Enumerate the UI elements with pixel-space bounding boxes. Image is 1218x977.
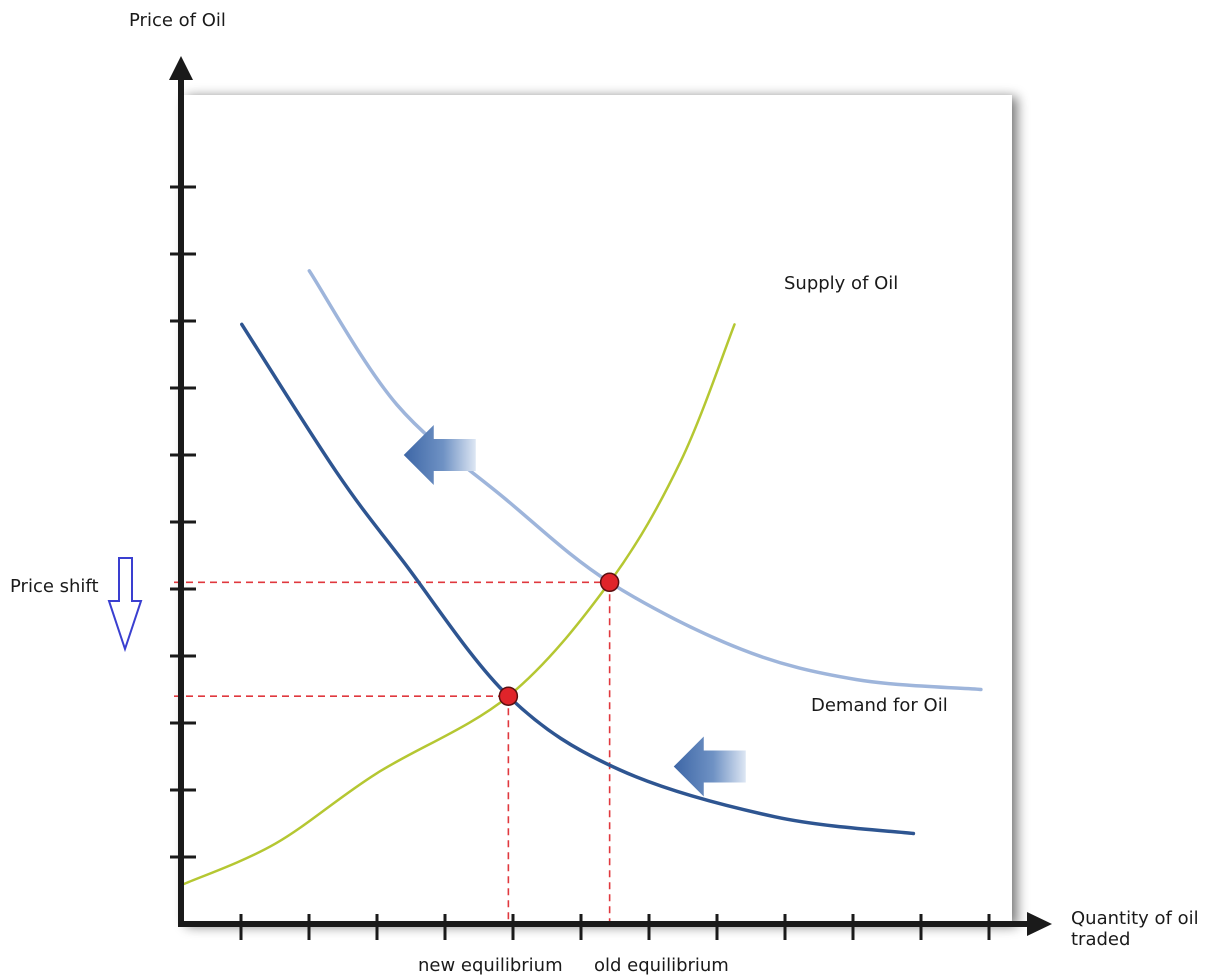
x-axis-label-line-2: traded [1071, 929, 1130, 950]
old-equilibrium-label: old equilibrium [594, 955, 729, 976]
new-equilibrium-point [498, 686, 519, 706]
x-axis-label: Quantity of oil traded [1071, 908, 1204, 950]
shift-arrows [403, 425, 746, 797]
equilibrium-points [498, 572, 620, 706]
x-ticks [239, 914, 991, 940]
demand-shift-left-arrow-icon-2 [673, 736, 746, 797]
old-equilibrium-point [599, 572, 620, 593]
y-axis-label: Price of Oil [129, 10, 226, 31]
y-axis-arrowhead [169, 56, 193, 80]
plot-panel [181, 95, 1012, 924]
demand-shift-left-arrow-icon-1 [403, 425, 476, 485]
supply-label: Supply of Oil [784, 273, 898, 294]
x-axis-arrowhead [1027, 912, 1052, 936]
demand-label: Demand for Oil [811, 695, 948, 716]
price-shift-label: Price shift [10, 576, 99, 597]
price-shift-down-arrow-icon [107, 557, 143, 653]
new-equilibrium-label: new equilibrium [418, 955, 563, 976]
x-axis-label-line-1: Quantity of oil [1071, 908, 1199, 929]
equilibrium-guides [174, 581, 611, 924]
axes [169, 56, 1052, 936]
y-ticks [170, 185, 196, 859]
